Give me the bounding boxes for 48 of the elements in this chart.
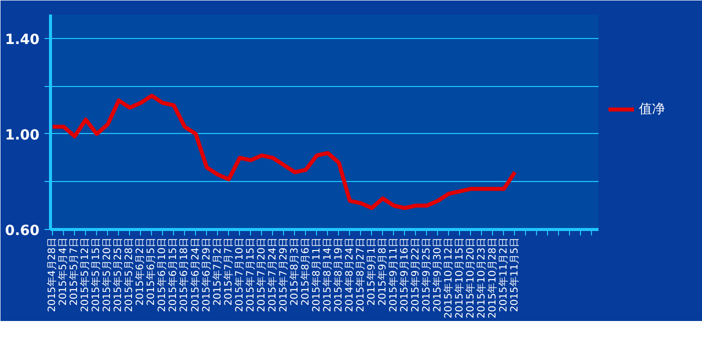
x-tick-label: 2014年8月24日 — [343, 237, 356, 312]
x-tick-label: 2015年9月8日 — [376, 237, 388, 306]
x-tick-label: 2015年6月5日 — [145, 237, 158, 306]
x-tick-label: 2015年5月25日 — [112, 237, 124, 312]
x-tick-label: 2015年5月4日 — [57, 237, 70, 306]
x-tick-label: 2015年8月27日 — [354, 237, 366, 312]
x-tick-label: 2015年9月16日 — [398, 237, 410, 312]
x-tick-label: 2015年6月2日 — [134, 237, 146, 306]
x-tick-label: 2015年9月1日 — [365, 237, 378, 306]
x-tick-label: 2015年5月15日 — [90, 237, 102, 312]
x-tick-label: 2015年6月29日 — [200, 237, 212, 312]
x-tick-label: 2015年5月20日 — [101, 237, 114, 312]
x-tick-label: 2015年8月11日 — [310, 237, 322, 312]
y-tick-label: 0.60 — [4, 223, 40, 239]
x-tick-label: 2015年4月28日 — [46, 237, 58, 312]
x-tick-label: 2015年5月28日 — [123, 237, 136, 312]
x-tick-label: 2015年7月2日 — [211, 237, 224, 306]
x-tick-label: 2015年10月28日 — [486, 237, 498, 318]
x-tick-label: 2015年7月15日 — [244, 237, 256, 312]
x-tick-label: 2015年10月12日 — [442, 237, 454, 318]
x-tick-label: 2015年5月7日 — [68, 237, 80, 306]
x-tick-label: 2015年8月14日 — [321, 237, 334, 312]
x-tick-label: 2015年7月10日 — [233, 237, 246, 312]
x-tick-label: 2015年9月11日 — [387, 237, 400, 312]
x-tick-label: 2015年7月20日 — [255, 237, 268, 312]
x-tick-label: 2015年9月22日 — [409, 237, 422, 312]
x-tick-label: 2015年8月6日 — [299, 237, 312, 306]
x-tick-label: 2015年6月24日 — [189, 237, 202, 312]
x-tick-label: 2015年6月10日 — [156, 237, 168, 312]
x-tick-label: 2015年10月15日 — [453, 237, 466, 318]
x-tick-label: 2015年8月3日 — [288, 237, 300, 306]
x-tick-label: 2015年6月15日 — [167, 237, 180, 312]
x-tick-label: 2015年7月7日 — [222, 237, 234, 306]
x-tick-label: 2015年8月19日 — [332, 237, 344, 312]
x-tick-label: 2015年9月30日 — [431, 237, 444, 312]
x-tick-label: 2015年5月12日 — [79, 237, 92, 312]
legend-label: 值净 — [639, 101, 665, 118]
y-tick-label: 1.40 — [4, 32, 40, 48]
x-tick-label: 2015年11月5日 — [508, 237, 520, 312]
line-series — [50, 94, 517, 210]
x-tick-label: 2015年11月2日 — [497, 237, 510, 312]
y-tick-label: 1.00 — [4, 127, 40, 144]
x-tick-label: 2015年7月29日 — [277, 237, 290, 312]
x-tick-label: 2015年9月25日 — [420, 237, 432, 312]
x-tick-label: 2015年10月20日 — [464, 237, 476, 318]
x-tick-label: 2015年6月18日 — [178, 237, 190, 312]
x-tick-label: 2015年7月24日 — [266, 237, 278, 312]
x-tick-label: 2015年10月23日 — [475, 237, 488, 318]
